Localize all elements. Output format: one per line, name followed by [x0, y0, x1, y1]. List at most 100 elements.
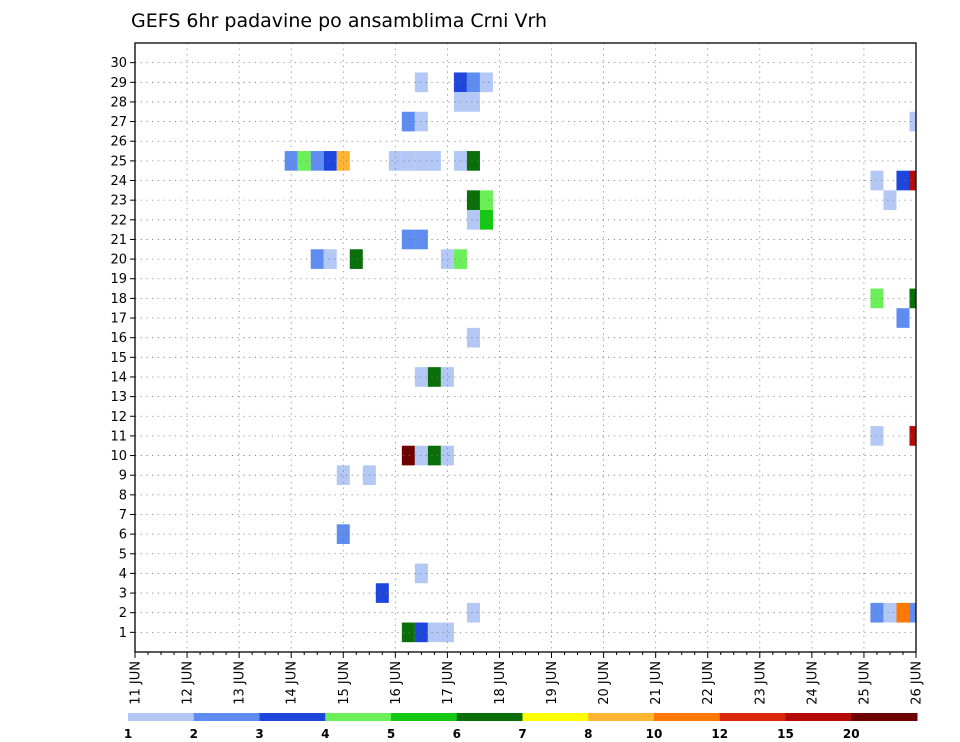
- y-tick-label: 3: [119, 587, 127, 602]
- legend-label: 10: [646, 727, 663, 741]
- legend-swatch: [259, 713, 326, 721]
- y-tick-label: 14: [110, 370, 127, 385]
- legend-swatch: [391, 713, 458, 721]
- legend-label: 5: [387, 727, 395, 741]
- y-tick-label: 25: [110, 154, 127, 169]
- heatmap-cell: [896, 308, 910, 328]
- y-tick-label: 30: [110, 56, 127, 71]
- heatmap-cell: [883, 190, 897, 210]
- legend-label: 7: [518, 727, 526, 741]
- heatmap-cell: [466, 151, 480, 171]
- heatmap-cell: [310, 249, 324, 269]
- y-tick-label: 9: [119, 469, 127, 484]
- heatmap-cell: [336, 151, 350, 171]
- heatmap-cell: [414, 111, 428, 132]
- x-tick-label: 23 JUN: [753, 661, 768, 705]
- y-tick-label: 2: [119, 606, 127, 621]
- x-tick-label: 15 JUN: [337, 661, 352, 705]
- legend-label: 20: [843, 727, 860, 741]
- y-tick-label: 15: [110, 351, 127, 366]
- x-tick-label: 26 JUN: [910, 661, 925, 705]
- heatmap-cell: [401, 151, 415, 171]
- legend-label: 3: [255, 727, 263, 741]
- heatmap-cell: [466, 602, 480, 623]
- heatmap-cell: [401, 229, 415, 250]
- x-tick-label: 14 JUN: [285, 661, 300, 705]
- x-tick-label: 12 JUN: [181, 661, 196, 705]
- heatmap-cell: [414, 72, 428, 93]
- heatmap-cell: [909, 288, 916, 309]
- x-tick-label: 20 JUN: [597, 661, 612, 705]
- heatmap-cell: [388, 151, 402, 171]
- heatmap-cell: [479, 209, 493, 230]
- legend-swatch: [456, 713, 523, 721]
- legend-swatch: [851, 713, 918, 721]
- y-tick-label: 13: [110, 390, 127, 405]
- y-tick-label: 21: [110, 233, 127, 248]
- heatmap-cell: [427, 151, 441, 171]
- legend-swatch: [193, 713, 260, 721]
- heatmap-cell: [323, 249, 337, 269]
- legend-swatch: [785, 713, 852, 721]
- legend-label: 1: [124, 727, 132, 741]
- x-tick-label: 19 JUN: [545, 661, 560, 705]
- heatmap-cell: [375, 583, 389, 603]
- plot-frame: [134, 42, 917, 653]
- heatmap-cell: [414, 563, 428, 584]
- x-tick-label: 24 JUN: [805, 661, 820, 705]
- heatmap-cell: [401, 445, 415, 466]
- heatmap-cell: [440, 249, 454, 269]
- heatmap-cell: [440, 622, 454, 643]
- y-tick-label: 20: [110, 253, 127, 268]
- legend-label: 4: [321, 727, 329, 741]
- y-tick-label: 16: [110, 331, 127, 346]
- y-tick-label: 5: [119, 547, 127, 562]
- heatmap-cell: [414, 622, 428, 643]
- x-tick-label: 16 JUN: [389, 661, 404, 705]
- y-tick-label: 19: [110, 272, 127, 287]
- y-tick-label: 29: [110, 76, 127, 91]
- legend-label: 8: [584, 727, 592, 741]
- heatmap-cell: [427, 367, 441, 387]
- y-tick-label: 22: [110, 213, 127, 228]
- heatmap-cell: [414, 229, 428, 250]
- heatmap-cell: [896, 170, 910, 191]
- legend-swatch: [719, 713, 786, 721]
- heatmap-cell: [466, 209, 480, 230]
- chart-title: GEFS 6hr padavine po ansamblima Crni Vrh: [131, 10, 547, 32]
- heatmap-cell: [466, 327, 480, 348]
- heatmap-cell: [349, 249, 363, 269]
- heatmap-cell: [336, 465, 350, 486]
- legend-swatch: [325, 713, 392, 721]
- heatmap-cell: [414, 367, 428, 387]
- y-tick-label: 26: [110, 135, 127, 150]
- heatmap-cell: [284, 151, 298, 171]
- y-tick-label: 12: [110, 410, 127, 425]
- y-tick-label: 1: [119, 626, 127, 641]
- y-tick-label: 11: [110, 429, 127, 444]
- heatmap-cell: [909, 426, 916, 446]
- y-tick-label: 7: [119, 508, 127, 523]
- heatmap-cell: [401, 111, 415, 132]
- heatmap-cell: [440, 445, 454, 466]
- legend-swatch: [588, 713, 655, 721]
- legend-swatch: [654, 713, 721, 721]
- legend-label: 15: [777, 727, 794, 741]
- x-tick-label: 17 JUN: [441, 661, 456, 705]
- heatmap-cell: [479, 190, 493, 210]
- y-tick-label: 28: [110, 95, 127, 110]
- y-tick-label: 6: [119, 528, 127, 543]
- heatmap-cell: [414, 151, 428, 171]
- legend-label: 6: [453, 727, 461, 741]
- legend-swatch: [522, 713, 589, 721]
- y-tick-label: 27: [110, 115, 127, 130]
- x-tick-label: 22 JUN: [701, 661, 716, 705]
- heatmap-cell: [479, 72, 493, 93]
- heatmap-cell: [909, 170, 916, 191]
- heatmap-cell: [466, 92, 480, 112]
- heatmap-cell: [466, 190, 480, 210]
- heatmap-cell: [323, 151, 337, 171]
- heatmap-cell: [401, 622, 415, 643]
- heatmap-cell: [909, 111, 916, 132]
